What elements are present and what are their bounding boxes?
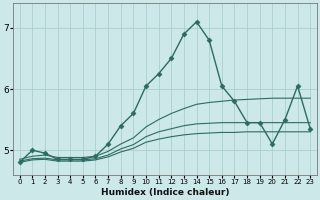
X-axis label: Humidex (Indice chaleur): Humidex (Indice chaleur) xyxy=(101,188,229,197)
